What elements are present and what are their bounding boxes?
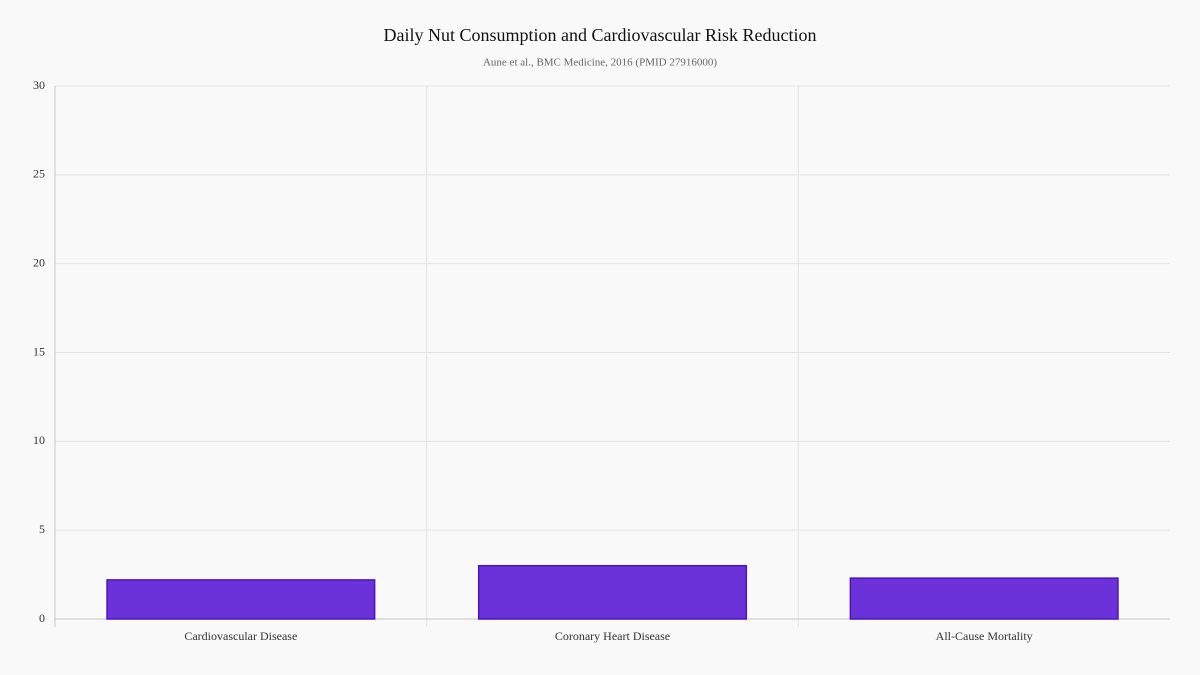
y-tick-label: 5 <box>39 522 45 536</box>
y-tick-label: 0 <box>39 611 45 625</box>
bar <box>106 579 376 620</box>
bar <box>477 564 748 620</box>
y-tick-label: 25 <box>33 167 45 181</box>
y-tick-label: 30 <box>33 78 45 92</box>
bar <box>849 577 1119 620</box>
chart-title: Daily Nut Consumption and Cardiovascular… <box>384 25 817 45</box>
x-tick-label: All-Cause Mortality <box>936 629 1033 643</box>
x-tick-label: Coronary Heart Disease <box>555 629 670 643</box>
y-tick-label: 15 <box>33 344 45 358</box>
x-tick-label: Cardiovascular Disease <box>184 629 297 643</box>
chart-subtitle: Aune et al., BMC Medicine, 2016 (PMID 27… <box>483 57 717 69</box>
y-tick-label: 20 <box>33 255 45 269</box>
y-tick-label: 10 <box>33 433 45 447</box>
